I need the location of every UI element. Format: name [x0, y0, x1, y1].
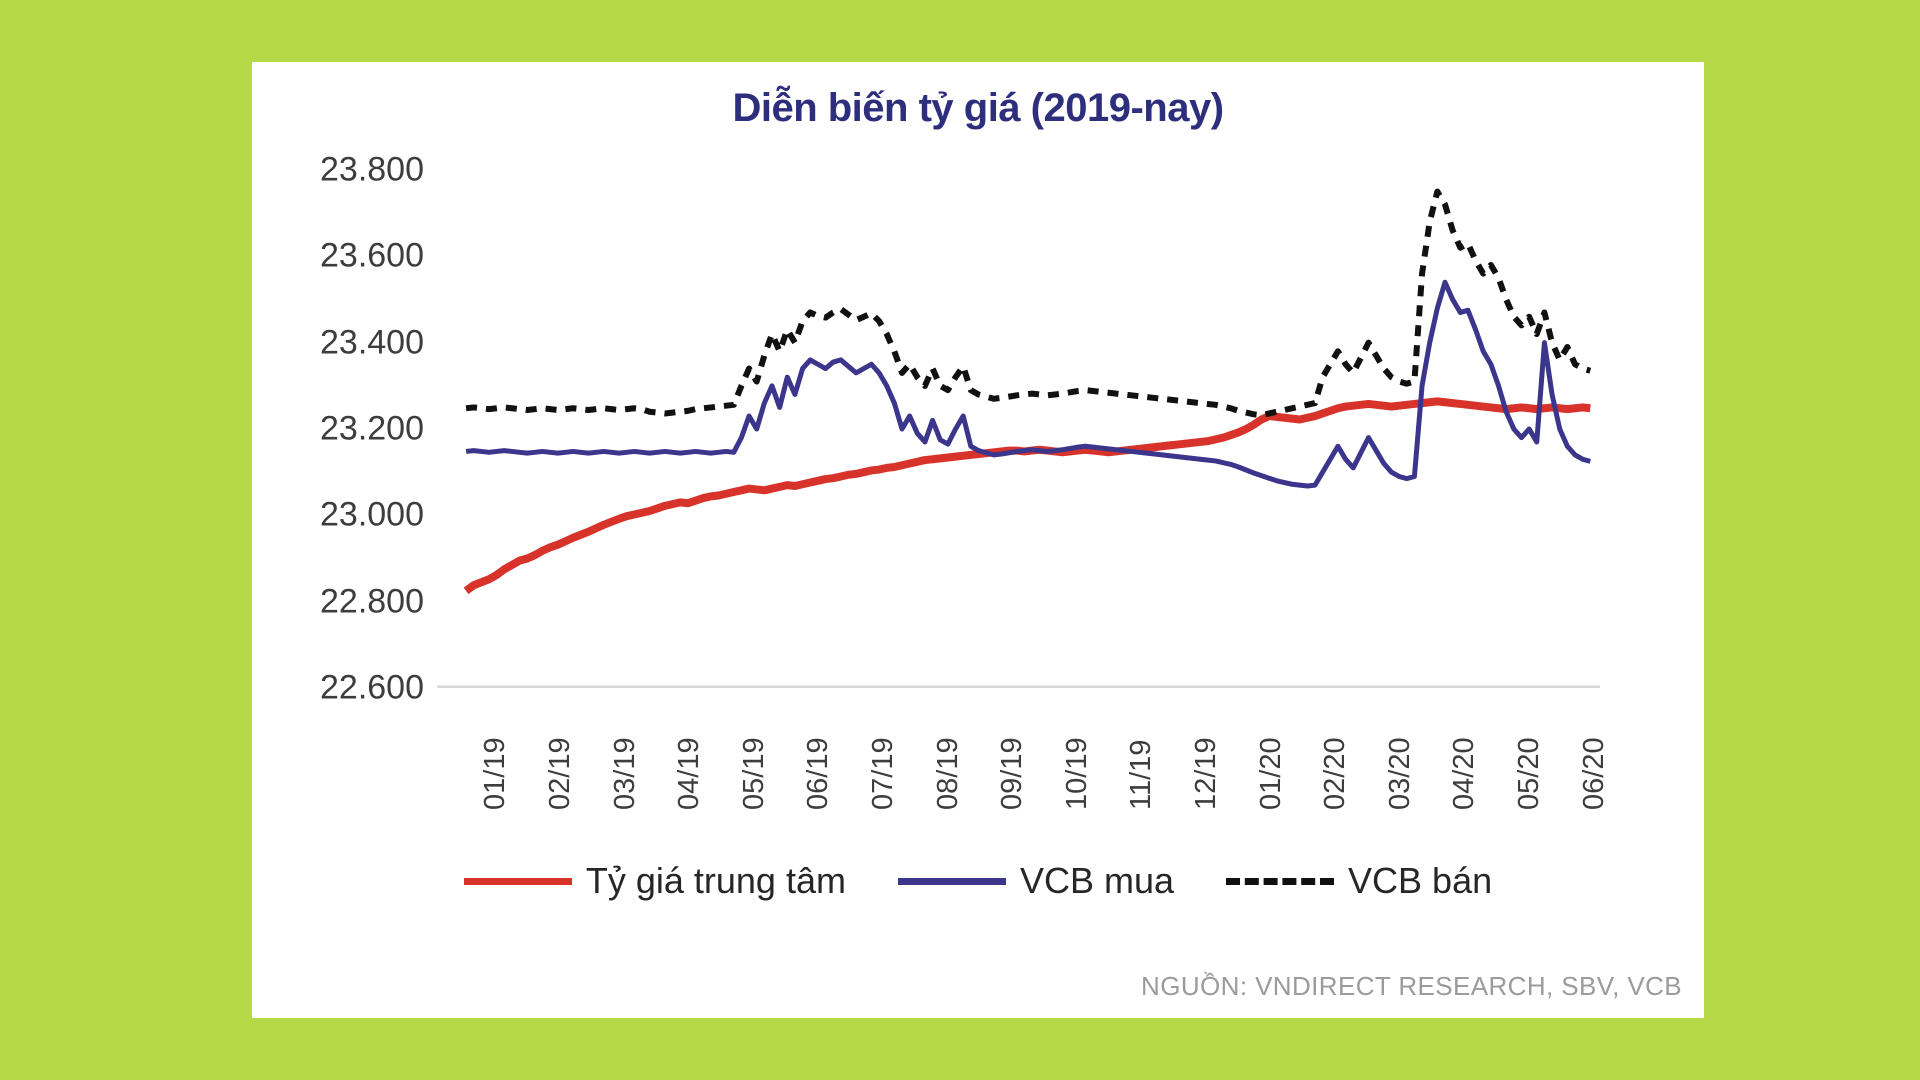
y-tick-label: 22.800 — [320, 582, 424, 621]
legend-item[interactable]: VCB mua — [897, 860, 1175, 902]
chart-card: Diễn biến tỷ giá (2019-nay) 23.800 23.600… — [252, 62, 1704, 1018]
y-axis: 23.800 23.600 23.400 23.200 23.000 22.800 22.6… — [252, 151, 424, 707]
y-tick-label: 23.800 — [320, 150, 424, 189]
series-line — [465, 188, 1592, 419]
dashed-line-swatch-icon — [1226, 877, 1335, 885]
y-tick-label: 23.600 — [320, 236, 424, 275]
x-axis: 01/19 02/19 03/19 04/19 05/19 06/19 07/19 08/19… — [479, 737, 1610, 810]
series-line — [465, 279, 1591, 489]
y-tick-label: 23.400 — [320, 323, 424, 362]
line-swatch-icon — [897, 877, 1006, 885]
legend-item-label: VCB mua — [1019, 860, 1175, 901]
legend-item-label: Tỷ giá trung tâm — [585, 860, 846, 901]
line-swatch-icon — [463, 877, 572, 885]
y-tick-label: 22.600 — [320, 668, 424, 707]
legend-item[interactable]: Tỷ giá trung tâm — [463, 860, 846, 902]
plot-svg — [437, 188, 1600, 688]
page-title: Diễn biến tỷ giá (2019-nay) — [732, 86, 1224, 130]
legend-item[interactable]: VCB bán — [1226, 860, 1492, 902]
y-tick-label: 23.000 — [320, 495, 424, 534]
series-line — [463, 397, 1591, 595]
y-tick-label: 23.200 — [320, 409, 424, 448]
legend-item-label: VCB bán — [1348, 860, 1493, 901]
chart-legend: Tỷ giá trung tâm VCB mua VCB bán — [252, 860, 1704, 902]
source-note: NGUỒN: VNDIRECT RESEARCH, SBV, VCB — [1141, 971, 1682, 1001]
plot-area — [437, 170, 1600, 688]
